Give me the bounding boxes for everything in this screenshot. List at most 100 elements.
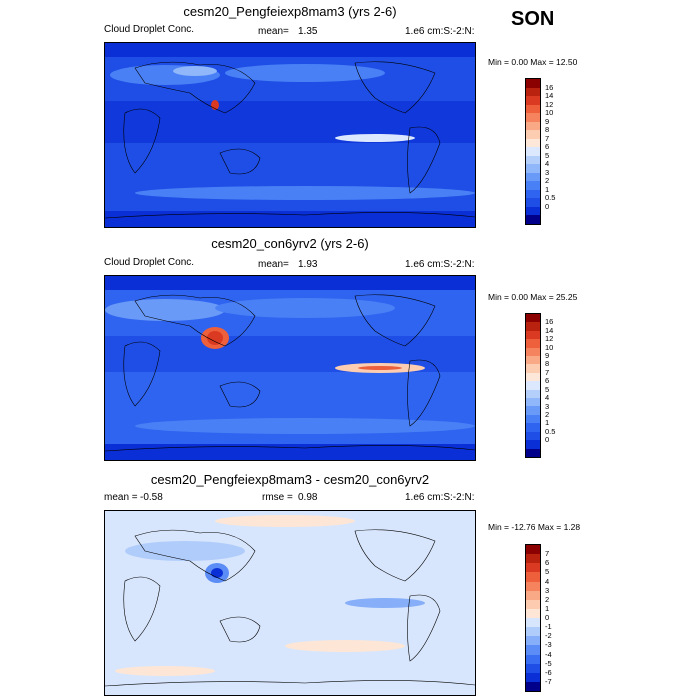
colorbar-cell	[526, 406, 540, 415]
colorbar-tick-label: 7	[545, 549, 550, 559]
colorbar-cell	[526, 431, 540, 441]
colorbar-cell	[526, 181, 540, 190]
panel-1-asia-light-patch	[173, 66, 217, 76]
panel-3-eurasia-negative-patch	[125, 541, 245, 561]
colorbar-cell	[526, 627, 540, 637]
panel-3-minmax: Min = -12.76 Max = 1.28	[488, 522, 581, 532]
panel-2-arctic-band	[105, 276, 475, 290]
colorbar-tick-label: 8	[545, 359, 550, 369]
panel-3-mean-value: -0.58	[140, 492, 163, 503]
colorbar-tick-label: 0	[545, 435, 550, 445]
colorbar-tick-label: 1	[545, 418, 550, 428]
colorbar-cell	[526, 389, 540, 399]
colorbar-tick-label: 4	[545, 576, 550, 586]
panel-1-coast-samerica	[407, 126, 441, 194]
panel-1-coast-namerica	[354, 61, 436, 114]
colorbar-cell	[526, 330, 540, 340]
colorbar-tick-label: 0	[545, 613, 550, 622]
colorbar-cell	[526, 618, 540, 628]
colorbar-tick-label: 5	[545, 150, 550, 160]
colorbar-cell	[526, 448, 540, 457]
colorbar-cell	[526, 563, 540, 573]
colorbar-tick-label: 6	[545, 142, 550, 152]
panel-1-colorbar	[525, 78, 541, 225]
colorbar-cell	[526, 414, 540, 424]
panel-1-map-svg	[105, 43, 475, 227]
colorbar-tick-label: 3	[545, 167, 550, 177]
colorbar-cell	[526, 155, 540, 165]
colorbar-tick-label: -2	[545, 631, 552, 641]
panel-3-sa-positive-patch	[115, 666, 215, 676]
panel-3-coast-australia	[219, 616, 261, 643]
colorbar-cell	[526, 96, 540, 105]
panel-2-mean-label: mean=	[258, 259, 289, 270]
colorbar-tick-label: 3	[545, 585, 550, 595]
colorbar-cell	[526, 130, 540, 139]
panel-1-title: cesm20_Pengfeiexp8mam3 (yrs 2-6)	[183, 4, 397, 19]
panel-1-coast-australia	[219, 148, 261, 175]
panel-3-colorbar	[525, 544, 541, 692]
colorbar-tick-label: 12	[545, 334, 554, 344]
panel-2-so-band	[135, 418, 475, 434]
panel-3-coast-eurasia	[134, 529, 256, 582]
panel-1-arctic-band	[105, 43, 475, 57]
panel-1-antarctic-band	[105, 211, 475, 227]
panel-2-itcz-core	[358, 366, 402, 370]
colorbar-tick-label: 14	[545, 91, 554, 101]
colorbar-tick-label: 12	[545, 99, 554, 109]
colorbar-tick-label: 4	[545, 159, 550, 169]
colorbar-cell	[526, 654, 540, 664]
panel-3-coast-antarctica	[105, 680, 475, 687]
panel-2-map	[104, 275, 476, 461]
colorbar-cell	[526, 79, 540, 88]
colorbar-cell	[526, 198, 540, 207]
colorbar-cell	[526, 372, 540, 382]
colorbar-cell	[526, 339, 540, 348]
colorbar-cell	[526, 645, 540, 655]
colorbar-cell	[526, 138, 540, 148]
colorbar-cell	[526, 322, 540, 331]
panel-2-coast-eurasia	[134, 294, 256, 347]
colorbar-cell	[526, 599, 540, 609]
colorbar-tick-label: 8	[545, 125, 550, 135]
panel-2-coast-africa	[123, 341, 161, 407]
colorbar-tick-label: 2	[545, 176, 550, 186]
colorbar-cell	[526, 172, 540, 182]
panel-2-variable-label: Cloud Droplet Conc.	[104, 257, 195, 268]
colorbar-tick-label: 10	[545, 108, 554, 118]
panel-2-coast-samerica	[407, 359, 441, 427]
colorbar-tick-label: 10	[545, 342, 554, 352]
colorbar-tick-label: 6	[545, 376, 550, 386]
colorbar-tick-label: 16	[545, 82, 554, 92]
colorbar-tick-label: 4	[545, 393, 550, 403]
panel-3-coast-samerica	[407, 594, 441, 662]
panel-3-mean-label: mean =	[104, 492, 138, 503]
panel-2-title: cesm20_con6yrv2 (yrs 2-6)	[211, 236, 369, 251]
colorbar-tick-label: -7	[545, 676, 552, 686]
panel-1-tropical-band	[105, 101, 475, 143]
colorbar-tick-label: 7	[545, 133, 550, 143]
colorbar-tick-label: 1	[545, 603, 550, 613]
panel-3-itcz-negative-patch	[345, 598, 425, 608]
colorbar-tick-label: 6	[545, 558, 550, 568]
panel-2-map-svg	[105, 276, 475, 460]
colorbar-cell	[526, 113, 540, 122]
colorbar-tick-label: 14	[545, 325, 554, 335]
colorbar-tick-label: 5	[545, 384, 550, 394]
colorbar-tick-label: 7	[545, 367, 550, 377]
panel-3-rmse-value: 0.98	[298, 492, 318, 503]
colorbar-cell	[526, 554, 540, 564]
panel-2-antarctic-band	[105, 444, 475, 460]
panel-1-coast-africa	[123, 108, 161, 174]
panel-3-asia-negative-core	[211, 568, 223, 578]
panel-3-map	[104, 510, 476, 696]
colorbar-cell	[526, 215, 540, 224]
colorbar-cell	[526, 608, 540, 618]
colorbar-tick-label: 0.5	[545, 193, 556, 203]
colorbar-cell	[526, 121, 540, 131]
panel-1-coast-eurasia	[134, 61, 256, 114]
colorbar-tick-label: -3	[545, 640, 552, 650]
colorbar-cell	[526, 164, 540, 173]
colorbar-tick-label: 0.5	[545, 426, 556, 436]
panel-2-coast-antarctica	[105, 445, 475, 452]
